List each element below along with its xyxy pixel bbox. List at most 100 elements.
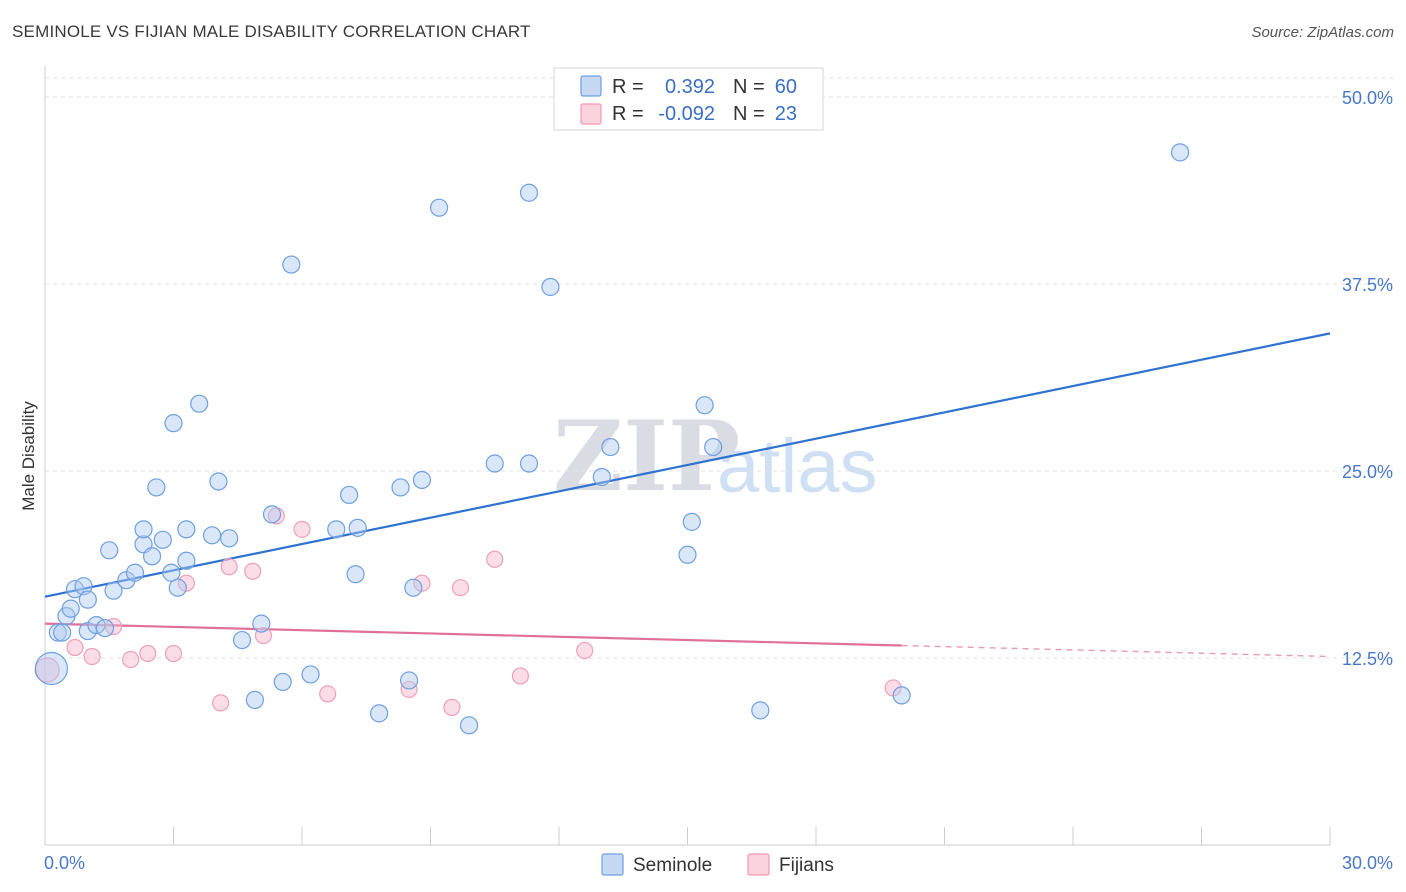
seminole-point (485, 454, 504, 473)
seminole-point (601, 437, 620, 457)
seminole-point (95, 618, 115, 638)
fijians-trend-line-extension (901, 644, 1331, 658)
seminole-trend-line (44, 332, 1331, 598)
seminole-point (348, 518, 367, 537)
seminole-point (61, 599, 80, 618)
fijians-point (83, 647, 101, 666)
seminole-point (153, 530, 172, 549)
seminole-point (220, 529, 239, 548)
seminole-point (327, 520, 346, 539)
fijians-point (511, 667, 530, 685)
x-tick-labels: 0.0% 30.0% (44, 853, 1393, 873)
chart-title: SEMINOLE VS FIJIAN MALE DISABILITY CORRE… (12, 22, 531, 41)
legend-swatch-seminole (580, 75, 602, 97)
fijians-point (413, 574, 431, 592)
fijians-point (443, 698, 461, 716)
seminole-point (704, 437, 723, 457)
bottom-legend-swatch-fijians (747, 853, 770, 876)
fijians-point (486, 550, 504, 568)
fijians-point (66, 638, 84, 657)
axes (44, 66, 1331, 846)
seminole-point (592, 467, 611, 487)
bottom-legend-swatch-seminole (601, 853, 624, 876)
bottom-legend-label-seminole: Seminole (633, 855, 712, 876)
seminole-point (282, 255, 301, 274)
seminole-point (177, 520, 196, 539)
fijians-point (319, 685, 337, 703)
seminole-point (190, 394, 209, 413)
seminole-point (74, 577, 93, 596)
seminole-point (391, 478, 410, 497)
seminole-point (162, 563, 181, 582)
seminole-point (177, 551, 196, 570)
seminole-point (399, 671, 419, 690)
x-tick-label-min: 0.0% (44, 853, 85, 873)
fijians-trend-line (44, 622, 902, 647)
legend-r-label-fijians: R = (612, 103, 644, 125)
y-tick-label-0: 12.5% (1342, 649, 1393, 669)
seminole-point (459, 716, 479, 735)
seminole-point (209, 472, 228, 491)
seminole-point (678, 545, 697, 564)
fijians-point (212, 694, 230, 712)
bottom-legend-label-fijians: Fijians (779, 855, 834, 876)
seminole-point (370, 704, 389, 723)
fijians-points (34, 507, 902, 716)
seminole-point (273, 672, 292, 692)
seminole-point (519, 454, 539, 473)
seminole-point (892, 686, 911, 705)
series-legend: Seminole Fijians (601, 853, 834, 876)
seminole-point (340, 485, 359, 505)
fijians-point (220, 558, 238, 576)
fijians-point (139, 644, 157, 663)
seminole-point (519, 183, 539, 202)
seminole-point (429, 198, 449, 217)
fijians-point (122, 650, 140, 669)
seminole-point (134, 520, 153, 539)
legend-n-value-seminole: 60 (775, 76, 797, 98)
fijians-point (451, 579, 470, 597)
seminole-point (164, 414, 183, 433)
watermark-zip: ZIP (553, 400, 740, 513)
seminole-point (682, 512, 701, 531)
y-axis-label: Male Disability (19, 401, 38, 511)
seminole-point (34, 651, 69, 686)
fijians-point (164, 644, 183, 663)
stats-legend: R = 0.392 N = 60 R = -0.092 N = 23 (553, 67, 824, 131)
seminole-point (104, 581, 123, 600)
y-tick-label-2: 37.5% (1342, 275, 1393, 295)
y-tick-labels: 12.5% 25.0% 37.5% 50.0% (1342, 88, 1393, 669)
legend-n-label-seminole: N = (733, 76, 765, 98)
y-tick-label-1: 25.0% (1342, 462, 1393, 482)
fijians-point (244, 562, 262, 580)
seminole-point (301, 665, 320, 684)
watermark-atlas: atlas (717, 424, 878, 509)
trend-lines (44, 332, 1331, 658)
seminole-point (147, 478, 166, 497)
seminole-point (125, 563, 145, 582)
fijians-point (293, 520, 311, 538)
seminole-point (751, 701, 770, 720)
seminole-point (695, 396, 714, 415)
seminole-point (142, 547, 162, 566)
legend-r-value-seminole: 0.392 (665, 76, 715, 98)
legend-swatch-fijians (580, 103, 602, 125)
seminole-points (34, 143, 1190, 735)
legend-r-value-fijians: -0.092 (658, 103, 715, 125)
seminole-point (245, 690, 264, 709)
seminole-point (53, 623, 72, 642)
seminole-point (1170, 143, 1190, 162)
seminole-point (262, 505, 282, 524)
x-tick-label-max: 30.0% (1342, 853, 1393, 873)
seminole-point (232, 630, 252, 650)
legend-r-label-seminole: R = (612, 76, 644, 98)
source-label: Source: ZipAtlas.com (1251, 24, 1394, 41)
seminole-point (100, 541, 119, 560)
seminole-point (412, 470, 432, 490)
y-tick-label-3: 50.0% (1342, 88, 1393, 108)
seminole-point (404, 578, 423, 597)
seminole-point (202, 526, 222, 545)
seminole-point (541, 277, 560, 297)
legend-n-label-fijians: N = (733, 103, 765, 125)
